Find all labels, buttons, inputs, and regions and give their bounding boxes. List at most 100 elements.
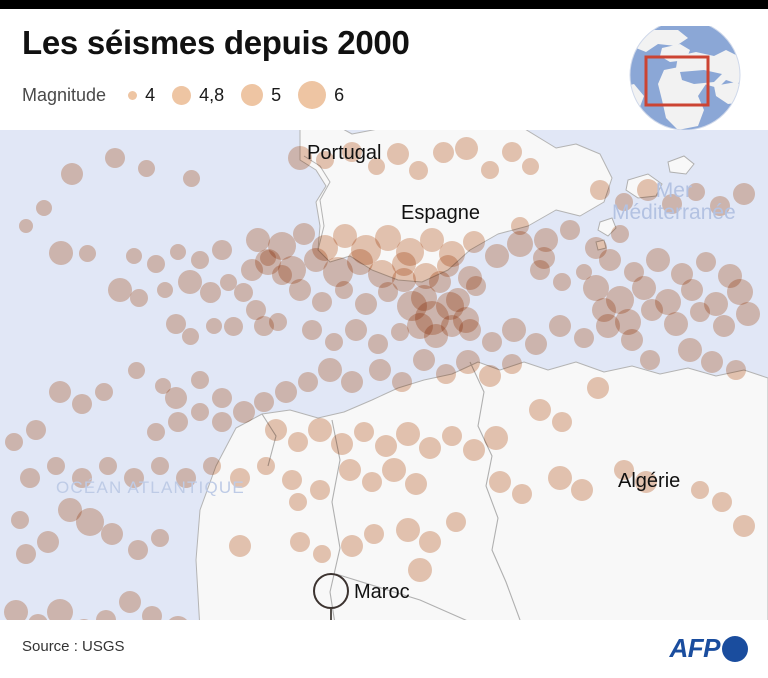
earthquake-dot — [147, 255, 165, 273]
earthquake-dot — [441, 315, 463, 337]
earthquake-dot — [72, 394, 92, 414]
legend-dot-icon — [128, 90, 138, 100]
earthquake-dot — [255, 249, 281, 275]
earthquake-dot — [396, 518, 420, 542]
earthquake-dot — [96, 610, 116, 620]
earthquake-dot — [583, 275, 609, 301]
maroc-epicenter-marker[interactable] — [313, 573, 349, 609]
header: Les séismes depuis 2000 Magnitude 4 4,8 … — [0, 9, 768, 131]
earthquake-dot — [147, 423, 165, 441]
earthquake-dot — [574, 328, 594, 348]
earthquake-dot — [47, 599, 73, 620]
earthquake-dot — [396, 422, 420, 446]
earthquake-dot — [168, 412, 188, 432]
earthquake-dot — [151, 529, 169, 547]
earthquake-dot — [61, 163, 83, 185]
earthquake-dot — [713, 315, 735, 337]
earthquake-dot — [419, 531, 441, 553]
earthquake-dot — [511, 217, 529, 235]
earthquake-dot — [157, 282, 173, 298]
earthquake-dot — [534, 228, 558, 252]
earthquake-dot — [392, 372, 412, 392]
earthquake-dot — [47, 457, 65, 475]
earthquake-dot — [369, 359, 391, 381]
earthquake-dot — [635, 471, 657, 493]
earthquake-dot — [590, 180, 610, 200]
legend-title: Magnitude — [22, 84, 107, 105]
earthquake-dot — [229, 535, 251, 557]
earthquake-dot — [166, 616, 190, 620]
earthquake-dot — [5, 433, 23, 451]
earthquake-dot — [341, 535, 363, 557]
earthquake-dot — [690, 302, 710, 322]
earthquake-dot — [560, 220, 580, 240]
earthquake-dot — [530, 260, 550, 280]
earthquake-dot — [230, 468, 250, 488]
legend-dot-icon — [172, 85, 192, 105]
earthquake-map[interactable]: Portugal Espagne Algérie Mer Méditerrané… — [0, 130, 768, 620]
earthquake-dot — [364, 524, 384, 544]
earthquake-dot — [308, 418, 332, 442]
earthquake-dot — [290, 532, 310, 552]
earthquake-dot — [101, 523, 123, 545]
earthquake-dot — [599, 249, 621, 271]
earthquake-dot — [615, 193, 633, 211]
earthquake-dot — [165, 387, 187, 409]
earthquake-dot — [11, 511, 29, 529]
earthquake-dot — [387, 143, 409, 165]
earthquake-dot — [310, 480, 330, 500]
earthquake-dot — [342, 142, 362, 162]
earthquake-dot — [170, 244, 186, 260]
earthquake-dot — [119, 591, 141, 613]
earthquake-dot — [293, 223, 315, 245]
earthquake-dot — [408, 160, 428, 180]
earthquake-dot — [429, 271, 451, 293]
earthquake-dot — [726, 360, 746, 380]
earthquake-dot — [391, 323, 409, 341]
earthquake-dot — [354, 422, 374, 442]
earthquake-dot — [507, 231, 533, 257]
earthquake-dot — [130, 289, 148, 307]
earthquake-dot — [49, 241, 73, 265]
earthquake-dot — [502, 142, 522, 162]
legend-dot-icon — [241, 84, 264, 106]
earthquake-dot — [549, 315, 571, 337]
earthquake-dot — [463, 439, 485, 461]
earthquake-dot — [456, 350, 480, 374]
earthquake-dot — [212, 388, 232, 408]
earthquake-dot — [681, 279, 703, 301]
earthquake-dot — [442, 426, 462, 446]
earthquake-dot — [485, 244, 509, 268]
earthquake-dot — [124, 468, 144, 488]
earthquake-dot — [269, 313, 287, 331]
earthquake-dot — [664, 312, 688, 336]
afp-logo: AFP — [670, 633, 748, 664]
earthquake-dot — [246, 300, 266, 320]
earthquake-dot — [341, 371, 363, 393]
earthquake-dot — [126, 248, 142, 264]
earthquake-dot — [553, 273, 571, 291]
earthquake-dot — [212, 240, 232, 260]
earthquake-dot — [512, 484, 532, 504]
earthquake-dot — [548, 466, 572, 490]
earthquake-dot — [19, 219, 33, 233]
legend-label: 5 — [271, 84, 282, 105]
earthquake-dot — [489, 471, 511, 493]
earthquake-dot — [178, 270, 202, 294]
earthquake-dot — [367, 157, 385, 175]
earthquake-dot — [446, 512, 466, 532]
earthquake-dot — [733, 183, 755, 205]
earthquake-dot — [288, 146, 312, 170]
earthquake-dot — [191, 251, 209, 269]
earthquake-dot — [454, 136, 478, 160]
earthquake-dot — [701, 351, 723, 373]
earthquake-dot — [288, 432, 308, 452]
earthquake-dot — [128, 540, 148, 560]
earthquake-dot — [265, 419, 287, 441]
earthquake-dot — [127, 361, 145, 379]
earthquake-dot — [313, 545, 331, 563]
earthquake-dot — [289, 279, 311, 301]
earthquake-dot — [355, 293, 377, 315]
earthquake-dot — [646, 248, 670, 272]
